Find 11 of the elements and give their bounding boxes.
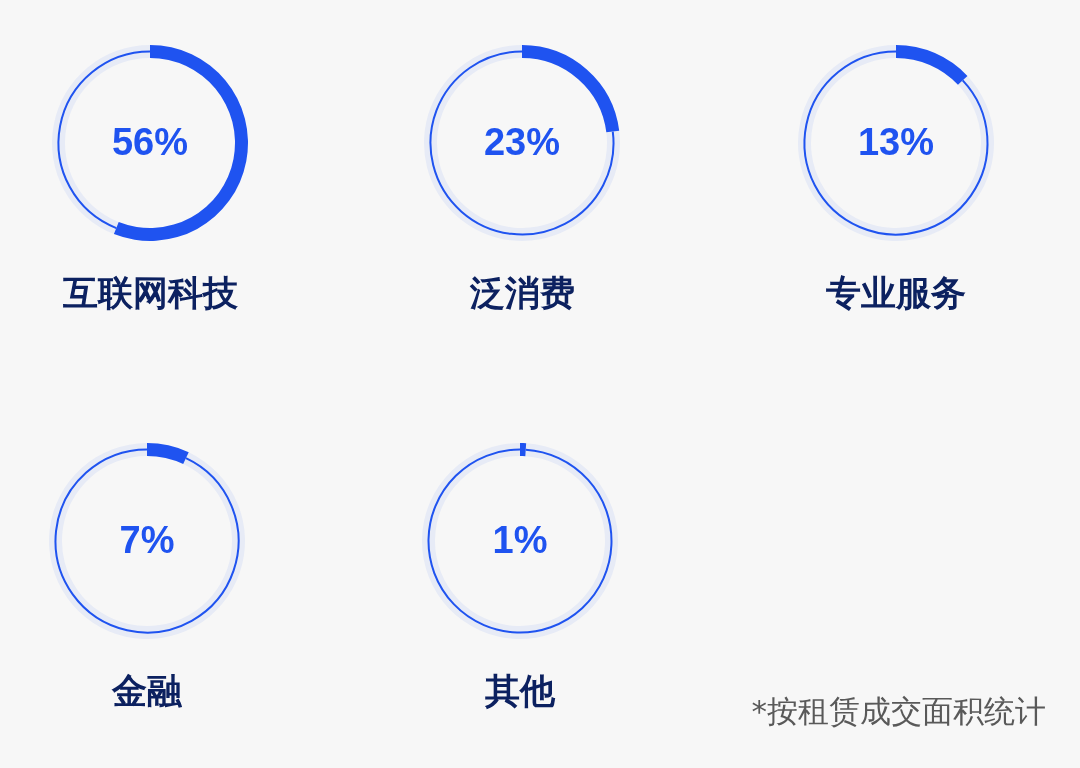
data-label: 13% [857, 121, 935, 164]
data-label: 1% [492, 519, 548, 562]
data-label: 56% [111, 121, 189, 164]
text: *按租赁成交面积统计 [751, 692, 1046, 731]
text: 其他 [484, 670, 556, 712]
data-label: 23% [483, 121, 561, 164]
text: 金融 [110, 670, 183, 712]
text: 专业服务 [825, 272, 967, 314]
data-label: 7% [119, 519, 175, 562]
text: 互联网科技 [61, 272, 239, 314]
text: 泛消费 [468, 272, 576, 314]
